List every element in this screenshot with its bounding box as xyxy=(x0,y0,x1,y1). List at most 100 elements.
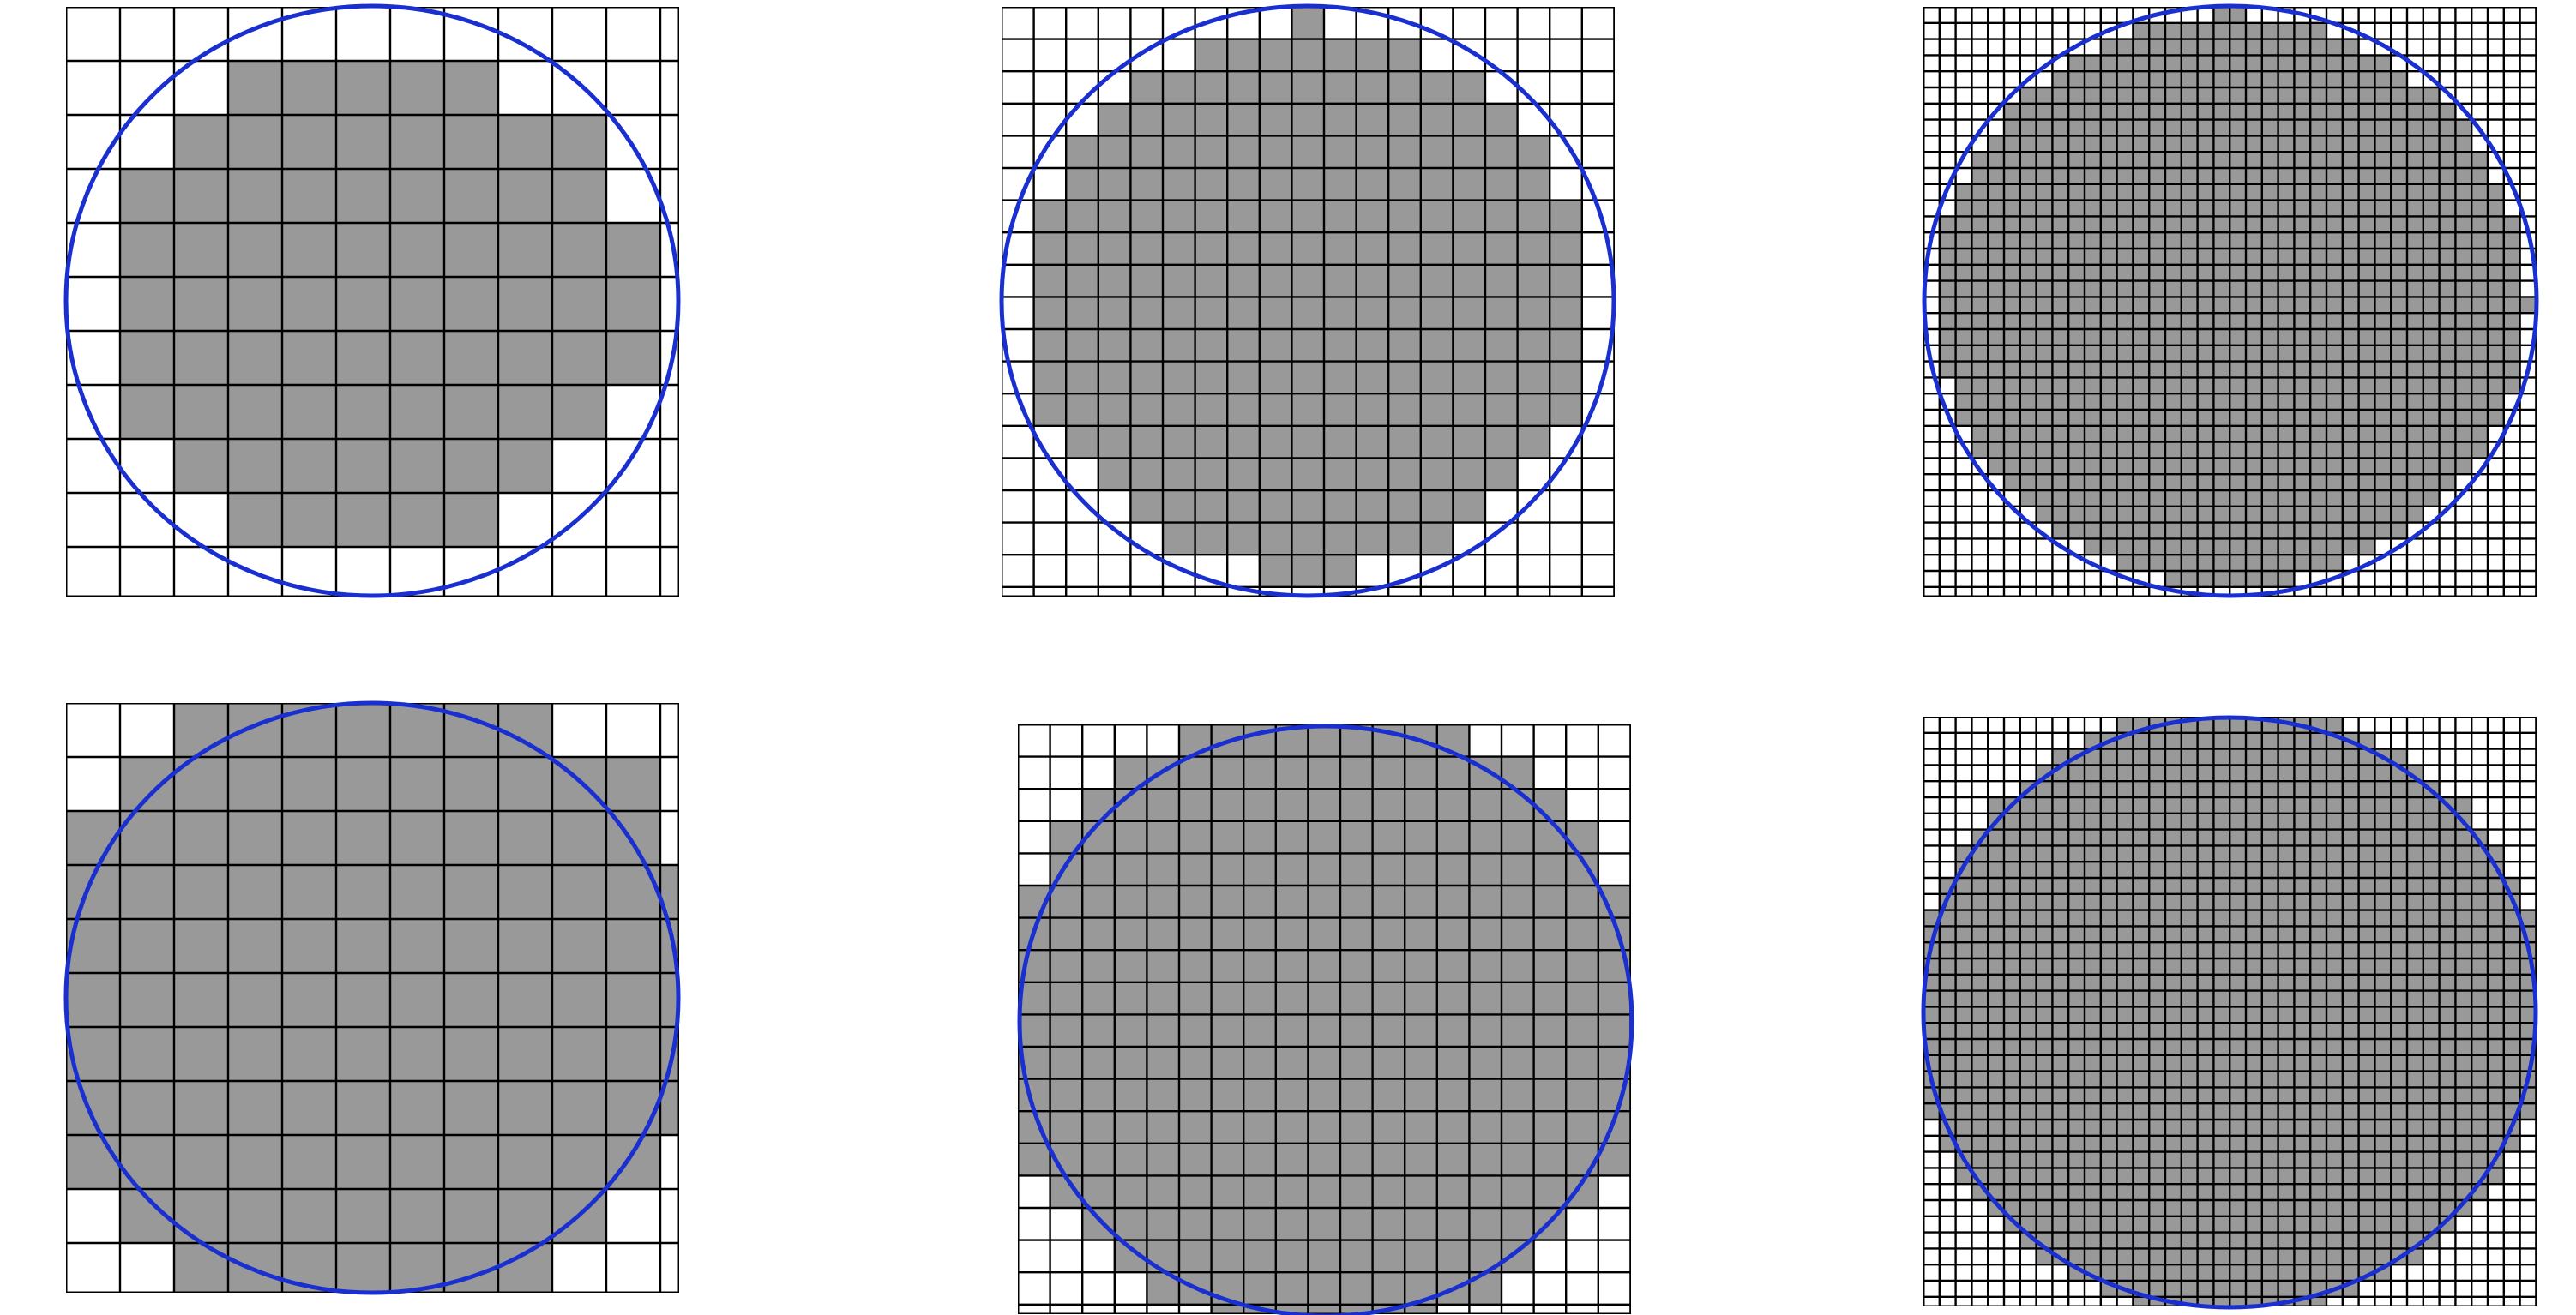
grid-cell xyxy=(1259,103,1292,136)
grid-cell xyxy=(2149,1296,2165,1306)
grid-cell xyxy=(2439,474,2456,490)
grid-cell xyxy=(2471,280,2488,297)
grid-cell xyxy=(2149,845,2165,862)
grid-cell xyxy=(2358,813,2375,830)
grid-cell xyxy=(1372,886,1405,918)
grid-cell xyxy=(1988,1135,2004,1152)
grid-cell xyxy=(2455,119,2472,136)
grid-cell xyxy=(390,703,444,757)
grid-cell xyxy=(1971,361,1989,378)
grid-cell xyxy=(1163,264,1195,297)
grid-cell xyxy=(2100,410,2117,426)
grid-cell xyxy=(1533,1014,1567,1047)
grid-cell xyxy=(2197,216,2214,233)
grid-cell xyxy=(1988,249,2004,265)
grid-cell xyxy=(2181,555,2198,571)
grid-cell xyxy=(1388,103,1421,136)
grid-cell xyxy=(2261,555,2278,571)
grid-cell xyxy=(2374,264,2392,281)
grid-cell xyxy=(2213,958,2230,975)
grid-panel xyxy=(66,703,679,1293)
grid-cell xyxy=(1971,152,1989,168)
grid-cell xyxy=(2246,297,2262,314)
grid-cell xyxy=(2230,119,2246,136)
grid-cell xyxy=(1275,1208,1309,1240)
grid-cell xyxy=(2085,1200,2101,1216)
grid-cell xyxy=(2116,200,2134,217)
grid-cell xyxy=(2100,168,2117,184)
grid-cell xyxy=(606,973,660,1027)
grid-cell xyxy=(2213,1281,2230,1297)
grid-cell xyxy=(2116,71,2134,87)
grid-cell xyxy=(2068,329,2085,345)
grid-cell xyxy=(2019,103,2037,120)
grid-cell xyxy=(2230,264,2246,281)
grid-cell xyxy=(2052,1006,2069,1024)
grid-cell xyxy=(2230,297,2246,314)
grid-cell xyxy=(2503,958,2520,975)
grid-cell xyxy=(552,811,606,865)
grid-cell xyxy=(2439,1120,2456,1136)
grid-cell xyxy=(2149,458,2165,475)
grid-cell xyxy=(1324,361,1357,394)
grid-cell xyxy=(1211,917,1244,951)
grid-cell xyxy=(2165,71,2182,87)
grid-cell xyxy=(2261,393,2278,410)
grid-cell xyxy=(2407,926,2423,943)
grid-cell xyxy=(1308,820,1340,854)
grid-cell xyxy=(2407,781,2423,797)
grid-cell xyxy=(2019,216,2037,233)
grid-cell xyxy=(2181,103,2198,120)
grid-cell xyxy=(2278,22,2295,39)
grid-cell xyxy=(1420,490,1454,523)
grid-cell xyxy=(2085,1248,2101,1265)
grid-cell xyxy=(228,865,282,919)
grid-cell xyxy=(1971,377,1989,394)
grid-cell xyxy=(2294,1071,2311,1088)
grid-cell xyxy=(2230,280,2246,297)
grid-cell xyxy=(2230,490,2246,507)
grid-cell xyxy=(1082,1047,1115,1079)
grid-cell xyxy=(2358,958,2375,975)
grid-cell xyxy=(1453,103,1485,136)
grid-cell xyxy=(2004,813,2020,830)
grid-cell xyxy=(1066,297,1098,329)
grid-cell xyxy=(2116,1103,2134,1120)
grid-cell xyxy=(2246,1216,2262,1233)
grid-cell xyxy=(282,169,336,223)
grid-cell xyxy=(2246,377,2262,394)
grid-cell xyxy=(2358,87,2375,104)
grid-cell xyxy=(2294,797,2311,814)
grid-cell xyxy=(2326,39,2343,56)
grid-cell xyxy=(2052,845,2069,862)
grid-cell xyxy=(174,1081,228,1135)
grid-cell xyxy=(2230,781,2246,797)
grid-cell xyxy=(2004,878,2020,894)
grid-cell xyxy=(2181,1054,2198,1072)
grid-cell xyxy=(2342,974,2359,991)
grid-lines xyxy=(1002,7,1615,597)
grid-cell xyxy=(1163,232,1195,265)
grid-cell xyxy=(2342,1071,2359,1088)
grid-cell xyxy=(2342,845,2359,862)
grid-cell xyxy=(2326,717,2343,733)
grid-cell xyxy=(2149,87,2165,104)
grid-cell xyxy=(2374,87,2392,104)
grid-cell xyxy=(1517,200,1550,233)
grid-cell xyxy=(2230,1006,2246,1024)
grid-cell xyxy=(2230,1071,2246,1088)
grid-cell xyxy=(2407,474,2423,490)
grid-cell xyxy=(2423,813,2440,830)
grid-cell xyxy=(1485,103,1518,136)
grid-cell xyxy=(2358,313,2375,329)
grid-cell xyxy=(2391,200,2407,217)
grid-cell xyxy=(2019,1087,2037,1104)
grid-cell xyxy=(2181,1168,2198,1185)
grid-panel xyxy=(1002,7,1615,597)
grid-cell xyxy=(2036,1135,2053,1152)
grid-cell xyxy=(1227,232,1260,265)
grid-cell xyxy=(2310,1296,2326,1306)
grid-cell xyxy=(1955,232,1972,249)
grid-cell xyxy=(2133,748,2150,766)
grid-cell xyxy=(1955,926,1972,943)
